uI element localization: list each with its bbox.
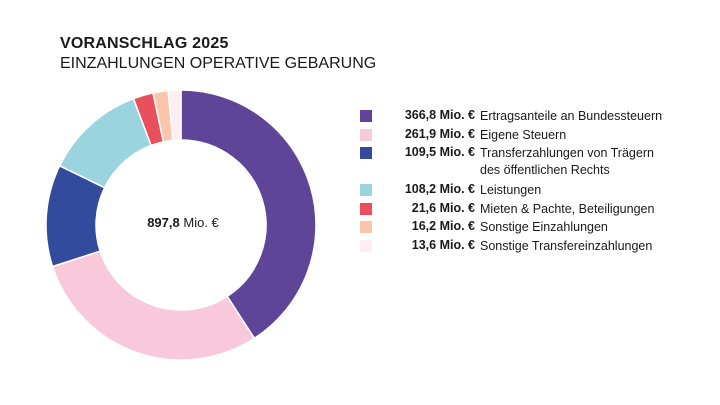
chart-title: VORANSCHLAG 2025 (60, 35, 229, 52)
legend-label: Leistungen (480, 183, 542, 197)
legend-label: Sonstige Transfereinzahlungen (480, 238, 653, 253)
legend-label: Sonstige Einzahlungen (480, 220, 608, 234)
legend-swatch (360, 147, 372, 159)
legend-value: 109,5 Mio. € (404, 145, 475, 159)
legend-item: 109,5 Mio. € Transferzahlungen von Träger… (360, 145, 670, 182)
legend-label: Ertragsanteile an Bundessteuern (480, 109, 663, 123)
center-total: 897,8 Mio. € (100, 215, 266, 230)
legend-value: 16,2 Mio. € (411, 219, 475, 233)
legend-value: 366,8 Mio. € (404, 108, 475, 122)
donut-slice (167, 89, 182, 142)
legend-swatch (360, 202, 372, 215)
legend-item: 108,2 Mio. € Leistungen (360, 182, 670, 201)
legend-label: Transferzahlungen von Trägern des öffent… (480, 146, 654, 177)
legend-label: Mieten & Pachte, Beteiligungen (480, 201, 655, 216)
legend-item: 21,6 Mio. € Mieten & Pachte, Beteiligunge… (360, 201, 670, 220)
legend-swatch (360, 239, 372, 252)
legend-item: 16,2 Mio. € Sonstige Einzahlungen (360, 219, 670, 238)
donut-slice (51, 250, 256, 361)
legend-item: 366,8 Mio. € Ertragsanteile an Bundessteu… (360, 108, 670, 127)
donut-slice (180, 89, 317, 340)
legend-item: 13,6 Mio. € Sonstige Transfereinzahlungen (360, 238, 670, 257)
chart-subtitle: EINZAHLUNGEN OPERATIVE GEBARUNG (60, 55, 377, 72)
legend-value: 13,6 Mio. € (411, 237, 475, 252)
legend-swatch (360, 110, 372, 122)
legend: 366,8 Mio. € Ertragsanteile an Bundessteu… (360, 108, 670, 256)
legend-value: 21,6 Mio. € (411, 200, 475, 215)
legend-swatch (360, 221, 372, 233)
legend-swatch (360, 128, 372, 141)
legend-value: 108,2 Mio. € (404, 182, 475, 196)
center-total-unit: Mio. € (183, 215, 219, 230)
legend-value: 261,9 Mio. € (404, 126, 475, 141)
legend-label: Eigene Steuern (480, 127, 567, 142)
legend-item: 261,9 Mio. € Eigene Steuern (360, 127, 670, 146)
legend-swatch (360, 184, 372, 196)
center-total-value: 897,8 (147, 215, 180, 230)
